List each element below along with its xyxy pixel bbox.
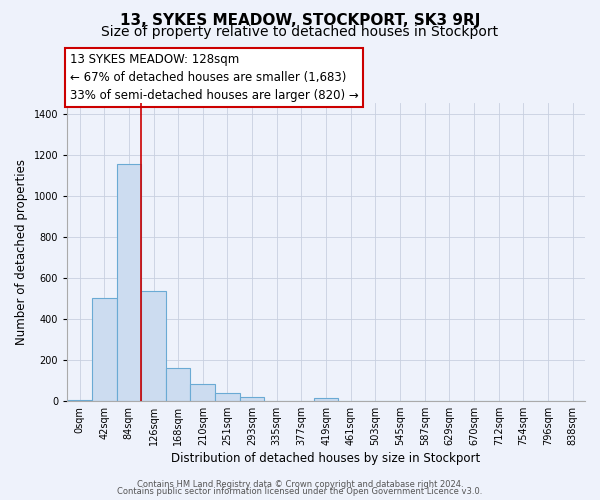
Text: 13, SYKES MEADOW, STOCKPORT, SK3 9RJ: 13, SYKES MEADOW, STOCKPORT, SK3 9RJ [120,12,480,28]
Bar [67,400,92,401]
Text: Contains HM Land Registry data © Crown copyright and database right 2024.: Contains HM Land Registry data © Crown c… [137,480,463,489]
Bar [92,298,116,401]
Bar [141,291,166,401]
Bar [240,397,265,401]
Y-axis label: Number of detached properties: Number of detached properties [15,159,28,345]
Bar [314,398,338,401]
Bar [190,384,215,401]
Bar [116,164,141,401]
X-axis label: Distribution of detached houses by size in Stockport: Distribution of detached houses by size … [172,452,481,465]
Text: Contains public sector information licensed under the Open Government Licence v3: Contains public sector information licen… [118,487,482,496]
Bar [215,393,240,401]
Bar [166,368,190,401]
Text: Size of property relative to detached houses in Stockport: Size of property relative to detached ho… [101,25,499,39]
Text: 13 SYKES MEADOW: 128sqm
← 67% of detached houses are smaller (1,683)
33% of semi: 13 SYKES MEADOW: 128sqm ← 67% of detache… [70,53,359,102]
